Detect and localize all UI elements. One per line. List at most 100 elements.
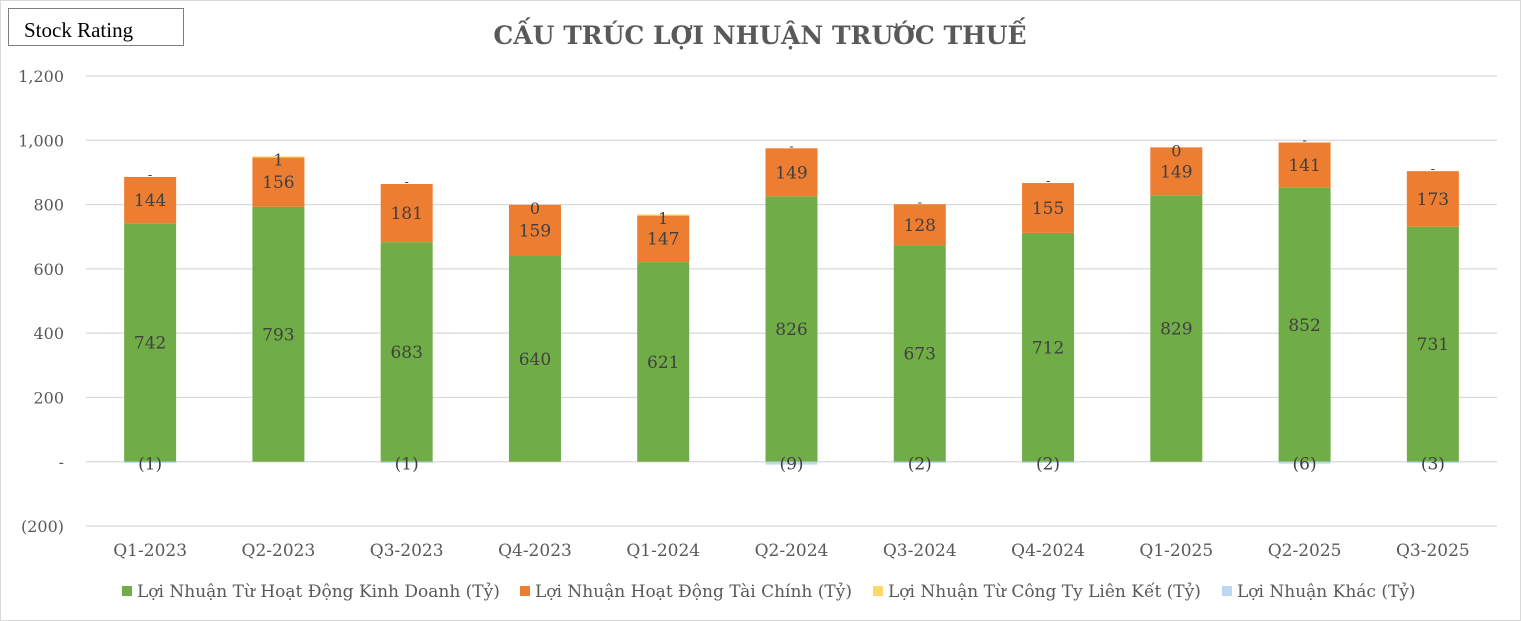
data-label: 712	[1032, 338, 1064, 358]
x-axis: Q1-2023 Q2-2023 Q3-2023 Q4-2023 Q1-2024 Q2-20…	[113, 541, 1469, 561]
bar-segment	[508, 204, 561, 256]
data-label: 147	[647, 229, 679, 249]
bar-segment	[380, 242, 433, 462]
data-label: 155	[1032, 199, 1064, 219]
bar-segment	[1278, 142, 1331, 188]
x-tick-label: Q3-2024	[883, 541, 957, 561]
data-label: 0	[1171, 141, 1181, 160]
bar-segment	[252, 156, 305, 158]
bar-segment	[252, 156, 305, 207]
gridlines	[86, 75, 1497, 527]
bar-segment	[1406, 171, 1459, 227]
y-tick-label: (200)	[21, 517, 64, 536]
data-label: 852	[1288, 316, 1320, 336]
bar-segment	[1022, 461, 1075, 463]
legend: Lợi Nhuận Từ Hoạt Động Kinh Doanh (Tỷ) Lợ…	[122, 582, 1416, 602]
y-tick-label: 1,200	[18, 67, 64, 86]
data-label: 144	[134, 191, 166, 211]
data-label: (2)	[1036, 455, 1060, 475]
data-label: 149	[775, 163, 807, 183]
data-label: 673	[904, 345, 936, 365]
data-label: -	[918, 195, 922, 210]
x-tick-label: Q3-2025	[1396, 541, 1470, 561]
data-label: 683	[390, 343, 422, 363]
legend-swatch	[122, 586, 132, 596]
x-tick-label: Q1-2023	[113, 541, 187, 561]
data-label: 793	[262, 325, 294, 345]
y-tick-label: -	[59, 453, 64, 472]
y-tick-label: 600	[33, 260, 64, 279]
bar-segment	[1406, 226, 1459, 462]
x-tick-label: Q4-2023	[498, 541, 572, 561]
data-label: (1)	[395, 455, 419, 475]
data-label: -	[1431, 162, 1435, 177]
data-label: (3)	[1421, 455, 1445, 475]
bar-segment	[893, 245, 946, 462]
y-axis: (200) - 200 400 600 800 1,000 1,200	[18, 67, 64, 536]
bar-segment	[124, 223, 177, 462]
data-label: -	[1046, 174, 1050, 189]
legend-label: Lợi Nhuận Khác (Tỷ)	[1237, 582, 1416, 602]
data-labels: 742 144 - (1) 793 156 1 683 181 - (1) 640 159 0 621 147…	[134, 134, 1449, 475]
bar-segment	[124, 461, 177, 463]
legend-swatch	[873, 586, 883, 596]
data-label: -	[148, 168, 152, 183]
bar-segment	[893, 204, 946, 246]
data-label: 141	[1288, 156, 1320, 176]
x-tick-label: Q2-2025	[1268, 541, 1342, 561]
y-tick-label: 200	[33, 388, 64, 407]
stock-rating-label: Stock Rating	[24, 18, 134, 42]
data-label: 181	[390, 204, 422, 224]
bar-segment	[765, 461, 818, 465]
bar-segment	[380, 461, 433, 463]
data-label: 829	[1160, 319, 1192, 339]
legend-label: Lợi Nhuận Hoạt Động Tài Chính (Tỷ)	[535, 582, 852, 602]
bar-segment	[765, 148, 818, 197]
data-label: (9)	[779, 455, 803, 475]
data-label: 826	[775, 320, 807, 340]
y-tick-label: 1,000	[18, 131, 64, 150]
x-tick-label: Q2-2023	[242, 541, 316, 561]
data-label: 0	[530, 199, 540, 218]
bar-segment	[380, 184, 433, 243]
bars	[124, 142, 1459, 465]
data-label: 128	[904, 216, 936, 236]
data-label: 621	[647, 353, 679, 373]
x-tick-label: Q2-2024	[755, 541, 829, 561]
data-label: (1)	[138, 455, 162, 475]
y-tick-label: 400	[33, 324, 64, 343]
x-tick-label: Q4-2024	[1011, 541, 1085, 561]
legend-swatch	[520, 586, 530, 596]
data-label: (6)	[1293, 455, 1317, 475]
legend-label: Lợi Nhuận Từ Công Ty Liên Kết (Tỷ)	[888, 582, 1201, 602]
bar-segment	[1150, 147, 1203, 196]
data-label: (2)	[908, 455, 932, 475]
bar-segment	[1150, 195, 1203, 462]
legend-label: Lợi Nhuận Từ Hoạt Động Kinh Doanh (Tỷ)	[137, 582, 500, 602]
data-label: 156	[262, 173, 294, 193]
bar-segment	[1278, 461, 1331, 464]
bar-segment	[1278, 187, 1331, 462]
data-label: 640	[519, 350, 551, 370]
data-label: 1	[273, 151, 283, 170]
chart-title: CẤU TRÚC LỢI NHUẬN TRƯỚC THUẾ	[493, 18, 1026, 50]
bar-segment	[637, 214, 690, 216]
data-label: 731	[1417, 335, 1449, 355]
bar-segment	[637, 262, 690, 462]
bar-segment	[1406, 461, 1459, 463]
data-label: -	[1302, 134, 1306, 149]
legend-swatch	[1222, 586, 1232, 596]
bar-segment	[252, 206, 305, 462]
x-tick-label: Q1-2024	[626, 541, 700, 561]
bar-segment	[1022, 183, 1075, 233]
data-label: 1	[658, 209, 668, 228]
data-label: 149	[1160, 162, 1192, 182]
data-label: -	[404, 175, 408, 190]
data-label: 173	[1417, 190, 1449, 210]
bar-segment	[1022, 232, 1075, 462]
bar-segment	[508, 256, 561, 462]
data-label: -	[789, 139, 793, 154]
stock-rating-badge: Stock Rating	[8, 8, 184, 46]
x-tick-label: Q1-2025	[1139, 541, 1213, 561]
